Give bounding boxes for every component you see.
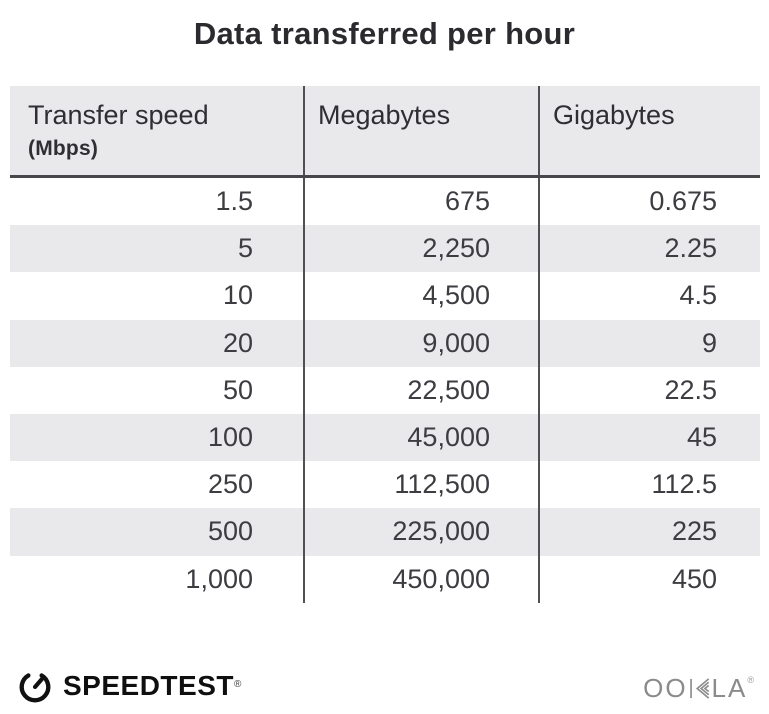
cell-gigabytes: 4.5 (538, 272, 760, 320)
cell-megabytes: 450,000 (303, 555, 538, 603)
cell-gigabytes: 45 (538, 413, 760, 462)
table-header-row: Transfer speed (Mbps) Megabytes Gigabyte… (10, 86, 760, 178)
cell-speed: 1.5 (215, 186, 253, 217)
speedtest-registered-mark: ® (233, 678, 242, 690)
cell-gigabytes: 2.25 (538, 225, 760, 273)
cell-megabytes: 45,000 (303, 413, 538, 462)
ookla-logo: OO LA ® (643, 675, 754, 701)
header-mbps-unit-label: (Mbps) (28, 137, 99, 160)
table-row: 250 112,500 112.5 (10, 461, 760, 509)
header-transfer-speed: Transfer speed (Mbps) (10, 86, 303, 175)
table-row: 10 4,500 4.5 (10, 272, 760, 320)
data-table: Transfer speed (Mbps) Megabytes Gigabyte… (10, 86, 760, 603)
ookla-wordmark-start: OO (643, 673, 688, 703)
header-megabytes: Megabytes (303, 86, 538, 175)
cell-megabytes: 675 (303, 178, 538, 226)
cell-megabytes: 225,000 (303, 508, 538, 556)
cell-speed: 20 (222, 327, 253, 358)
cell-speed: 50 (222, 374, 253, 405)
table-row: 20 9,000 9 (10, 319, 760, 367)
ookla-k-icon (689, 677, 709, 699)
cell-gigabytes: 112.5 (538, 461, 760, 509)
cell-speed: 5 (237, 233, 253, 264)
page-title: Data transferred per hour (193, 16, 576, 51)
cell-gigabytes: 225 (538, 508, 760, 556)
speedtest-logo: SPEEDTEST ® (16, 667, 241, 705)
ookla-wordmark-end: LA (711, 673, 748, 703)
speedtest-gauge-icon (19, 673, 51, 703)
table-body: 1.5 675 0.675 5 2,250 2.25 10 4,500 4.5 … (10, 178, 760, 603)
table-row: 1.5 675 0.675 (10, 178, 760, 226)
ookla-registered-mark: ® (747, 675, 754, 685)
cell-megabytes: 4,500 (303, 272, 538, 320)
table-row: 5 2,250 2.25 (10, 225, 760, 273)
cell-speed: 500 (207, 516, 253, 547)
table-row: 1,000 450,000 450 (10, 555, 760, 603)
cell-megabytes: 22,500 (303, 366, 538, 414)
cell-gigabytes: 0.675 (538, 178, 760, 226)
cell-speed: 1,000 (185, 563, 253, 594)
cell-speed: 100 (207, 422, 253, 453)
speedtest-wordmark: SPEEDTEST (63, 670, 234, 701)
table-row: 50 22,500 22.5 (10, 366, 760, 414)
cell-speed: 250 (207, 469, 253, 500)
cell-megabytes: 2,250 (303, 225, 538, 273)
cell-gigabytes: 450 (538, 555, 760, 603)
cell-gigabytes: 9 (538, 319, 760, 367)
header-transfer-speed-label: Transfer speed (28, 100, 209, 130)
table-row: 500 225,000 225 (10, 508, 760, 556)
cell-speed: 10 (222, 280, 253, 311)
cell-megabytes: 112,500 (303, 461, 538, 509)
table-row: 100 45,000 45 (10, 413, 760, 462)
cell-megabytes: 9,000 (303, 319, 538, 367)
cell-gigabytes: 22.5 (538, 366, 760, 414)
header-gigabytes: Gigabytes (538, 86, 760, 175)
